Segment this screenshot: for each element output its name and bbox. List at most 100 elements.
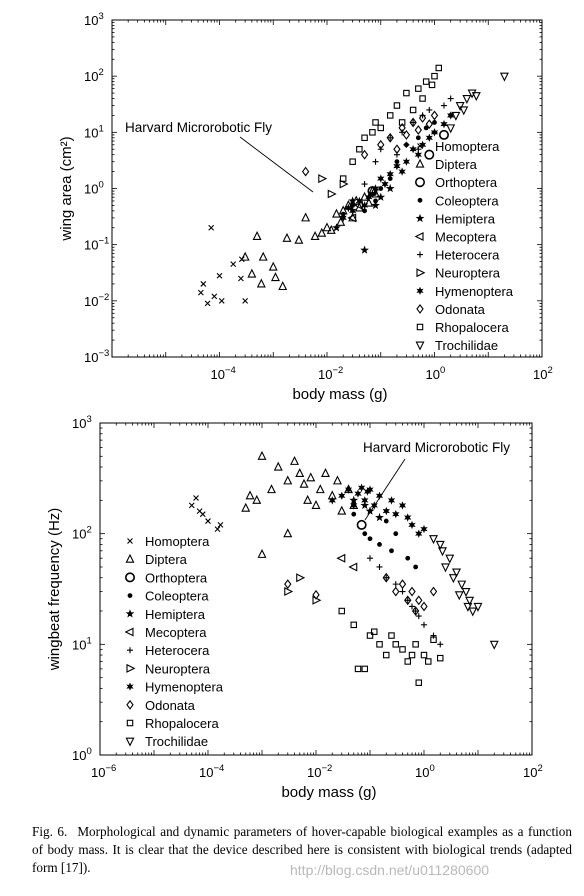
data-point <box>412 608 419 615</box>
data-point <box>214 526 221 532</box>
data-point <box>365 193 373 202</box>
legend-label: Hymenoptera <box>145 680 224 695</box>
legend-label: Trochilidae <box>145 734 208 749</box>
data-point <box>382 506 390 516</box>
legend-label: Hymenoptera <box>435 284 514 299</box>
data-point <box>383 651 390 659</box>
data-point <box>393 144 401 155</box>
data-point <box>387 134 394 141</box>
data-point <box>218 297 225 304</box>
data-point <box>451 111 461 121</box>
data-point <box>420 601 428 612</box>
legend-label: Diptera <box>145 552 188 567</box>
legend-marker <box>126 682 134 691</box>
data-point <box>410 119 417 126</box>
y-tick-exponent: −3 <box>98 348 109 359</box>
data-point <box>392 581 399 588</box>
data-point <box>415 679 423 686</box>
data-point <box>408 651 416 659</box>
watermark: http://blog.csdn.net/u011280600 <box>290 862 490 878</box>
data-point <box>489 640 499 650</box>
data-point <box>332 475 342 485</box>
data-point <box>468 607 478 617</box>
x-tick-label: 10−2 <box>307 763 332 780</box>
data-point <box>377 541 382 547</box>
x-tick-exponent: −4 <box>213 763 224 774</box>
legend-marker <box>415 341 425 351</box>
legend-marker <box>414 232 424 241</box>
data-point <box>393 102 401 109</box>
data-point <box>392 586 400 597</box>
data-point <box>499 72 509 82</box>
figure-caption: Fig. 6. Morphological and dynamic paramet… <box>32 823 572 877</box>
data-point <box>399 588 406 595</box>
x-tick-exponent: −6 <box>105 763 116 774</box>
data-point <box>338 607 346 615</box>
data-point <box>273 461 283 471</box>
data-point <box>377 174 385 183</box>
data-point <box>414 125 423 135</box>
data-point <box>242 297 249 304</box>
y-tick-label: 102 <box>84 67 104 84</box>
x-tick-exponent: −2 <box>332 365 343 376</box>
data-point <box>424 149 435 160</box>
data-point <box>437 654 444 662</box>
legend-label: Heterocera <box>435 248 500 263</box>
data-point <box>327 189 337 199</box>
legend-marker <box>125 553 135 563</box>
legend-label: Orthoptera <box>145 570 208 585</box>
y-tick-label: 102 <box>72 525 92 542</box>
data-point <box>435 64 443 72</box>
data-point <box>310 231 320 241</box>
data-point <box>462 94 472 104</box>
data-point <box>465 596 475 606</box>
data-point <box>371 628 378 635</box>
data-point <box>326 224 336 234</box>
data-point <box>375 491 384 500</box>
x-tick-label: 10−2 <box>318 365 343 382</box>
series-rhopalocera <box>339 64 443 182</box>
data-point <box>188 502 195 509</box>
data-point <box>430 110 439 121</box>
legend-marker <box>125 609 135 618</box>
data-point <box>446 124 456 134</box>
legend-label: Odonata <box>145 698 196 713</box>
data-point <box>349 158 356 165</box>
data-point <box>197 289 204 296</box>
data-point <box>362 531 368 537</box>
data-point <box>415 135 421 141</box>
data-point <box>375 512 384 522</box>
data-point <box>283 475 293 485</box>
data-point <box>378 186 384 191</box>
data-point <box>270 272 280 282</box>
data-point <box>339 213 347 223</box>
legend-label: Rhopalocera <box>145 716 219 731</box>
data-point <box>420 524 428 534</box>
data-point <box>404 658 411 665</box>
data-point <box>398 167 406 176</box>
data-point <box>411 606 420 616</box>
data-point <box>361 181 368 188</box>
data-point <box>418 140 427 149</box>
series-diptera <box>240 185 381 291</box>
data-point <box>387 496 396 505</box>
legend-label: Hemiptera <box>435 211 496 226</box>
data-point <box>368 189 377 199</box>
series-mecoptera <box>336 553 358 572</box>
data-point <box>448 574 458 584</box>
legend-marker <box>126 663 136 673</box>
data-point <box>230 261 237 268</box>
data-point <box>349 495 359 505</box>
data-point <box>258 251 268 261</box>
data-point <box>252 494 262 504</box>
data-point <box>404 597 411 604</box>
y-tick-exponent: 3 <box>98 11 103 22</box>
data-point <box>440 119 448 129</box>
data-point <box>354 665 362 673</box>
data-point <box>364 197 374 207</box>
data-point <box>344 485 353 494</box>
data-point <box>402 157 410 166</box>
data-point <box>339 179 349 189</box>
y-tick-exponent: −1 <box>98 236 109 247</box>
